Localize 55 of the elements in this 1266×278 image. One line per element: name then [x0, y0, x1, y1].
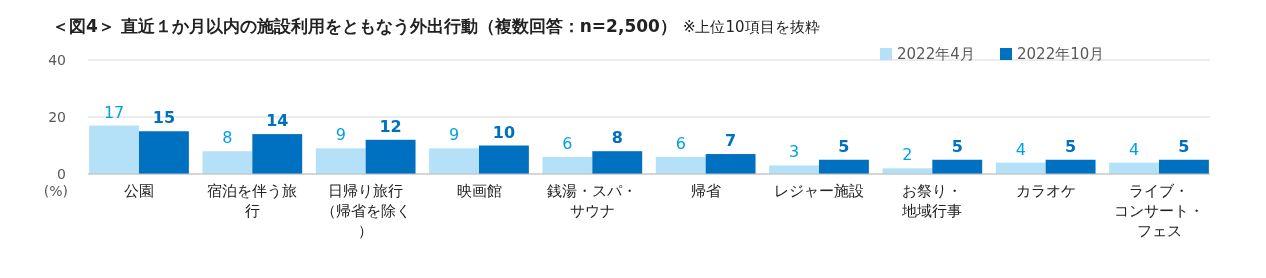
data-label: 9	[335, 125, 346, 145]
bar	[365, 139, 416, 174]
y-tick-label: 40	[48, 52, 66, 68]
bar	[1045, 159, 1096, 174]
x-tick-label: 日帰り旅行（帰省を除く）	[320, 182, 411, 240]
data-label: 8	[222, 128, 233, 148]
data-label: 8	[611, 128, 623, 148]
legend-label: 2022年4月	[897, 45, 975, 63]
x-tick-label: 公園	[124, 182, 154, 200]
bar	[819, 159, 869, 174]
x-tick-label: カラオケ	[1015, 182, 1076, 200]
data-label: 3	[788, 142, 800, 162]
bar	[252, 134, 303, 174]
x-tick-label: レジャー施設	[774, 182, 864, 200]
y-tick-label: 0	[57, 166, 66, 182]
data-label: 17	[103, 102, 125, 122]
x-tick-label: 映画館	[456, 182, 502, 200]
data-label: 9	[448, 125, 460, 145]
bar	[202, 151, 253, 174]
data-label: 6	[675, 133, 686, 153]
data-label: 5	[1065, 136, 1077, 156]
data-label: 10	[492, 122, 516, 142]
data-label: 5	[838, 136, 850, 156]
x-tick-label: お祭り・地域行事	[901, 182, 963, 220]
y-tick-label: 20	[48, 109, 66, 125]
x-tick-label: 帰省	[690, 182, 721, 200]
bar	[932, 159, 983, 174]
data-label: 5	[1178, 136, 1190, 156]
data-label: 14	[266, 111, 289, 131]
bar	[429, 148, 479, 174]
data-label: 15	[152, 108, 176, 128]
bar	[542, 156, 593, 174]
data-label: 5	[951, 136, 963, 156]
y-axis-title: (%)	[43, 183, 68, 199]
data-label: 4	[1015, 139, 1026, 159]
bar	[479, 145, 529, 174]
legend-label: 2022年10月	[1017, 45, 1105, 63]
x-tick-label: 宿泊を伴う旅行	[207, 182, 298, 220]
x-tick-label: 銭湯・スパ・サウナ	[547, 182, 638, 220]
bar	[1159, 159, 1209, 174]
bar	[769, 165, 819, 174]
bar	[315, 148, 366, 174]
bar	[89, 125, 139, 174]
data-label: 2	[902, 145, 913, 165]
data-label: 12	[379, 116, 402, 136]
data-label: 4	[1128, 139, 1140, 159]
data-label: 7	[725, 131, 737, 151]
bar	[592, 151, 643, 174]
x-tick-label: ライブ・コンサート・フェス	[1114, 182, 1204, 240]
chart-title: ＜図4＞ 直近１か月以内の施設利用をともなう外出行動（複数回答：n=2,500）	[52, 16, 677, 36]
bar	[655, 156, 706, 174]
chart-subtitle: ※上位10項目を抜粋	[682, 18, 820, 36]
bar	[139, 131, 189, 174]
bar	[705, 154, 756, 174]
data-label: 6	[562, 133, 573, 153]
